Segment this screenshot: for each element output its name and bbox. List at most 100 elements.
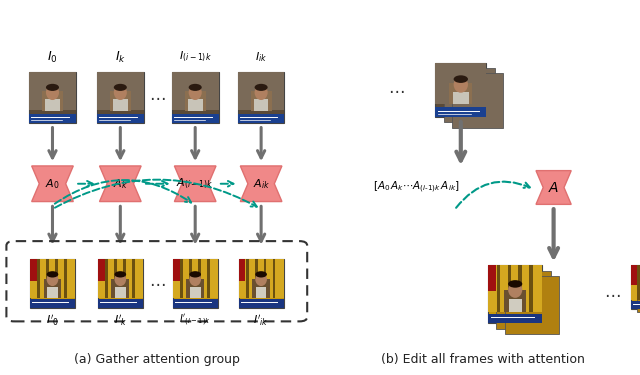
FancyBboxPatch shape <box>631 265 640 300</box>
Ellipse shape <box>508 280 522 288</box>
FancyBboxPatch shape <box>529 266 532 312</box>
Text: (b) Edit all frames with attention: (b) Edit all frames with attention <box>381 354 585 366</box>
FancyBboxPatch shape <box>238 114 285 123</box>
FancyBboxPatch shape <box>508 266 511 312</box>
Ellipse shape <box>189 84 202 91</box>
FancyBboxPatch shape <box>37 259 40 298</box>
Ellipse shape <box>189 271 201 278</box>
FancyBboxPatch shape <box>504 290 526 312</box>
FancyBboxPatch shape <box>132 259 134 298</box>
Text: $I'_{ik}$: $I'_{ik}$ <box>253 313 269 328</box>
FancyBboxPatch shape <box>115 286 125 298</box>
FancyBboxPatch shape <box>172 114 219 123</box>
Ellipse shape <box>47 271 58 278</box>
FancyBboxPatch shape <box>113 99 127 111</box>
FancyBboxPatch shape <box>105 259 108 298</box>
Text: $A_{(i-1)k}$: $A_{(i-1)k}$ <box>177 177 214 191</box>
FancyBboxPatch shape <box>444 68 495 122</box>
FancyBboxPatch shape <box>98 299 143 307</box>
Polygon shape <box>100 166 141 202</box>
Ellipse shape <box>255 271 267 278</box>
FancyBboxPatch shape <box>172 72 219 110</box>
Text: (a) Gather attention group: (a) Gather attention group <box>74 354 240 366</box>
Text: $A_{ik}$: $A_{ik}$ <box>253 177 269 190</box>
FancyBboxPatch shape <box>98 259 143 298</box>
FancyBboxPatch shape <box>238 72 285 110</box>
FancyBboxPatch shape <box>45 99 60 111</box>
Text: $A_0$: $A_0$ <box>45 177 60 190</box>
Ellipse shape <box>46 85 59 100</box>
FancyBboxPatch shape <box>97 114 143 123</box>
Ellipse shape <box>189 272 201 286</box>
FancyBboxPatch shape <box>98 259 143 308</box>
FancyBboxPatch shape <box>55 259 58 298</box>
FancyBboxPatch shape <box>97 72 143 110</box>
Text: $I'_{(i-1)k}$: $I'_{(i-1)k}$ <box>179 313 211 328</box>
FancyBboxPatch shape <box>180 259 182 298</box>
FancyBboxPatch shape <box>255 259 257 298</box>
Ellipse shape <box>114 85 127 100</box>
FancyBboxPatch shape <box>488 266 543 323</box>
Text: $I'_k$: $I'_k$ <box>114 313 127 328</box>
FancyBboxPatch shape <box>246 259 248 298</box>
FancyBboxPatch shape <box>29 72 76 123</box>
Ellipse shape <box>189 85 202 100</box>
FancyBboxPatch shape <box>631 301 640 309</box>
FancyBboxPatch shape <box>631 265 637 285</box>
FancyBboxPatch shape <box>518 266 522 312</box>
FancyBboxPatch shape <box>273 259 275 298</box>
FancyBboxPatch shape <box>123 259 125 298</box>
Ellipse shape <box>508 282 522 298</box>
FancyBboxPatch shape <box>172 72 219 123</box>
FancyBboxPatch shape <box>449 84 472 104</box>
FancyBboxPatch shape <box>435 107 486 117</box>
FancyBboxPatch shape <box>252 279 270 298</box>
FancyBboxPatch shape <box>637 269 640 312</box>
Text: $\cdots$: $\cdots$ <box>605 285 621 303</box>
FancyBboxPatch shape <box>30 259 37 280</box>
Ellipse shape <box>115 271 126 278</box>
FancyBboxPatch shape <box>173 259 218 308</box>
FancyBboxPatch shape <box>30 299 75 307</box>
FancyBboxPatch shape <box>254 99 268 111</box>
FancyBboxPatch shape <box>207 259 209 298</box>
Polygon shape <box>536 171 571 204</box>
Ellipse shape <box>255 85 268 100</box>
FancyBboxPatch shape <box>114 259 116 298</box>
FancyBboxPatch shape <box>30 259 75 298</box>
Text: $I_0$: $I_0$ <box>47 50 58 65</box>
FancyBboxPatch shape <box>46 259 49 298</box>
FancyBboxPatch shape <box>637 265 640 300</box>
Polygon shape <box>32 166 73 202</box>
FancyBboxPatch shape <box>631 265 640 309</box>
Text: $I'_0$: $I'_0$ <box>46 313 59 328</box>
Polygon shape <box>174 166 216 202</box>
FancyBboxPatch shape <box>198 259 200 298</box>
FancyBboxPatch shape <box>452 92 469 104</box>
FancyBboxPatch shape <box>47 286 58 298</box>
Ellipse shape <box>454 75 468 83</box>
FancyBboxPatch shape <box>30 259 75 308</box>
FancyBboxPatch shape <box>239 259 284 308</box>
FancyBboxPatch shape <box>509 298 522 312</box>
FancyBboxPatch shape <box>239 259 284 298</box>
FancyBboxPatch shape <box>452 74 503 128</box>
Ellipse shape <box>454 76 468 93</box>
Text: $A_k$: $A_k$ <box>113 177 128 190</box>
Text: $I_{(i-1)k}$: $I_{(i-1)k}$ <box>179 50 212 64</box>
FancyBboxPatch shape <box>504 276 559 334</box>
Text: $\cdots$: $\cdots$ <box>388 81 405 99</box>
FancyBboxPatch shape <box>29 114 76 123</box>
FancyBboxPatch shape <box>173 259 179 280</box>
Polygon shape <box>240 166 282 202</box>
FancyBboxPatch shape <box>251 92 271 111</box>
FancyBboxPatch shape <box>239 299 284 307</box>
Text: $I_k$: $I_k$ <box>115 50 126 65</box>
FancyBboxPatch shape <box>238 72 285 123</box>
Text: $[A_0\,A_k\cdots A_{(i\text{-}1)k}\,A_{ik}]$: $[A_0\,A_k\cdots A_{(i\text{-}1)k}\,A_{i… <box>372 180 460 195</box>
Ellipse shape <box>115 272 126 286</box>
FancyBboxPatch shape <box>239 259 246 280</box>
FancyBboxPatch shape <box>497 271 550 328</box>
FancyBboxPatch shape <box>173 299 218 307</box>
FancyBboxPatch shape <box>190 286 200 298</box>
